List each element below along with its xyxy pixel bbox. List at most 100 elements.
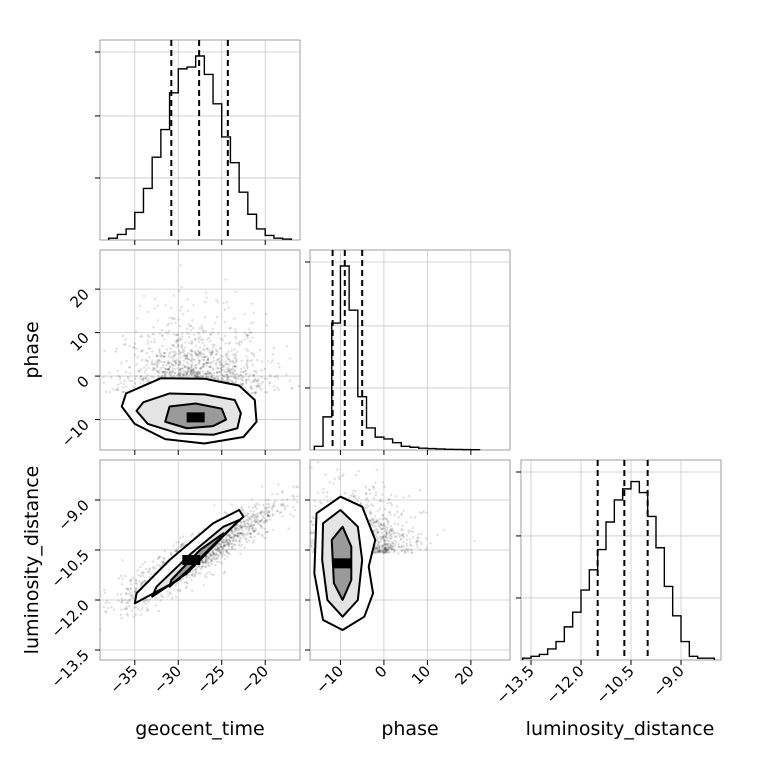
panel-luminosity_distance_vs_geocent_time-point — [152, 567, 155, 570]
panel-luminosity_distance_vs_phase-point — [305, 541, 307, 543]
panel-phase_vs_geocent_time-point — [148, 335, 151, 338]
panel-luminosity_distance_vs_geocent_time-point — [286, 504, 289, 508]
panel-phase_vs_geocent_time-point — [158, 369, 161, 372]
panel-phase_vs_geocent_time-point — [198, 359, 202, 362]
panel-luminosity_distance_vs_geocent_time-point — [144, 598, 148, 601]
panel-luminosity_distance_vs_geocent_time-point — [219, 551, 222, 554]
panel-phase_vs_geocent_time-point — [209, 354, 212, 357]
panel-luminosity_distance_vs_geocent_time-point — [225, 540, 228, 543]
xlabel-luminosity-distance: luminosity_distance — [526, 718, 715, 740]
panel-phase_vs_geocent_time-point — [204, 372, 207, 375]
panel-luminosity_distance_vs_phase-point — [382, 524, 385, 528]
panel-luminosity_distance_vs_geocent_time-point — [301, 496, 303, 498]
panel-luminosity_distance_vs_phase-point — [383, 485, 386, 488]
panel-luminosity_distance_vs_geocent_time-point — [215, 553, 218, 556]
panel-phase_vs_geocent_time-point — [162, 363, 165, 367]
panel-luminosity_distance_vs_geocent_time-point — [218, 560, 221, 564]
panel-phase_vs_geocent_time-point — [233, 365, 237, 368]
panel-luminosity_distance_vs_geocent_time-point — [213, 557, 216, 561]
panel-luminosity_distance_vs_geocent_time-point — [181, 543, 184, 547]
panel-phase_vs_geocent_time-point — [233, 373, 237, 376]
panel-luminosity_distance_vs_geocent_time-point — [221, 548, 224, 551]
panel-luminosity_distance_vs_geocent_time-point — [232, 532, 235, 536]
panel-luminosity_distance_vs_geocent_time-point — [278, 511, 282, 515]
panel-luminosity_distance_vs_geocent_time-point — [207, 561, 211, 565]
panel-phase_vs_geocent_time-point — [226, 373, 229, 376]
panel-luminosity_distance_vs_geocent_time-point — [175, 582, 178, 585]
panel-luminosity_distance_vs_phase-point — [370, 516, 374, 520]
panel-phase_vs_geocent_time-point — [203, 315, 207, 319]
panel-phase_vs_geocent_time-point — [210, 375, 213, 379]
panel-phase_vs_geocent_time-point — [138, 369, 142, 372]
panel-luminosity_distance_vs_geocent_time-point — [210, 559, 213, 562]
panel-phase_vs_geocent_time-point — [163, 338, 166, 341]
panel-luminosity_distance_vs_geocent_time-point — [120, 608, 123, 611]
panel-phase_vs_geocent_time-point — [187, 323, 190, 326]
panel-luminosity_distance_vs_phase-point — [392, 547, 396, 551]
panel-luminosity_distance_vs_geocent_time-point — [281, 503, 284, 506]
panel-luminosity_distance_vs_geocent_time-point — [216, 553, 219, 557]
panel-phase_vs_geocent_time-point — [180, 305, 183, 309]
panel-phase_vs_geocent_time-point — [210, 349, 214, 352]
panel-phase_vs_geocent_time-point — [189, 367, 192, 371]
panel-phase_vs_geocent_time-point — [229, 368, 233, 372]
panel-luminosity_distance_vs_phase-point — [397, 516, 400, 519]
panel-luminosity_distance_vs_phase-point — [287, 539, 289, 541]
panel-phase_vs_geocent_time-point — [134, 375, 138, 378]
panel-phase_vs_geocent_time-point — [252, 374, 255, 378]
panel-phase_vs_geocent_time-point — [240, 359, 243, 362]
panel-phase_vs_geocent_time-point — [213, 343, 216, 347]
panel-phase_vs_geocent_time-point — [134, 330, 138, 333]
panel-phase_vs_geocent_time-point — [170, 343, 174, 347]
panel-luminosity_distance_vs_geocent_time-point — [222, 544, 226, 547]
panel-phase_vs_geocent_time-point — [146, 334, 150, 337]
panel-luminosity_distance_vs_phase-point — [473, 539, 476, 543]
panel-phase_vs_geocent_time-point — [232, 372, 235, 375]
panel-luminosity_distance_vs_geocent_time-point — [140, 582, 143, 585]
panel-phase_vs_geocent_time-point — [210, 351, 214, 354]
panel-phase_vs_geocent_time-point — [228, 368, 231, 371]
panel-luminosity_distance_vs_geocent_time-point — [272, 513, 275, 516]
panel-luminosity_distance_vs_phase-point — [424, 537, 428, 540]
panel-luminosity_distance_vs_geocent_time-point — [226, 555, 229, 559]
panel-luminosity_distance_vs_phase-point — [375, 518, 378, 521]
panel-phase_vs_geocent_time-point — [133, 353, 136, 356]
panel-phase_vs_geocent_time-point — [204, 361, 208, 364]
panel-phase_vs_geocent_time-point — [197, 352, 200, 356]
panel-phase_vs_geocent_time-point — [226, 353, 229, 357]
panel-phase_vs_geocent_time-point — [135, 347, 139, 350]
panel-luminosity_distance_vs_phase-point — [402, 535, 405, 538]
panel-luminosity_distance_vs_geocent_time-point — [250, 522, 253, 526]
panel-phase_vs_geocent_time-point — [192, 371, 195, 375]
panel-phase_vs_geocent_time-point — [150, 375, 153, 379]
panel-phase_vs_geocent_time-point — [169, 347, 172, 350]
panel-luminosity_distance_vs_geocent_time-point — [126, 587, 129, 591]
panel-phase_vs_geocent_time-point — [235, 342, 238, 345]
panel-luminosity_distance_vs_geocent_time-point — [129, 586, 133, 590]
panel-luminosity_distance_vs_phase-point — [376, 532, 379, 535]
panel-phase_vs_geocent_time-point — [190, 365, 193, 369]
panel-luminosity_distance_vs_geocent_time-point — [260, 513, 263, 517]
panel-luminosity_distance_vs_phase-point — [389, 537, 393, 541]
panel-luminosity_distance_vs_geocent_time-point — [143, 560, 147, 564]
panel-luminosity_distance_vs_geocent_time-point — [254, 527, 258, 530]
panel-phase_vs_geocent_time-point — [245, 378, 248, 382]
panel-phase_vs_geocent_time-point — [118, 375, 122, 378]
panel-luminosity_distance_vs_geocent_time-point — [219, 551, 223, 554]
panel-phase_vs_geocent_time-point — [244, 373, 247, 376]
panel-phase_vs_geocent_time-point — [245, 382, 248, 385]
panel-phase_vs_geocent_time-point — [255, 358, 259, 362]
panel-phase_vs_geocent_time-point — [178, 289, 181, 293]
panel-luminosity_distance_vs_geocent_time-point — [265, 511, 269, 515]
panel-luminosity_distance_vs_phase-point — [300, 505, 302, 507]
panel-phase_vs_geocent_time-point — [178, 362, 182, 365]
panel-luminosity_distance_vs_geocent_time-point — [216, 549, 220, 552]
panel-luminosity_distance_vs_phase-point — [296, 541, 298, 543]
panel-luminosity_distance_vs_geocent_time-point — [206, 564, 210, 567]
panel-luminosity_distance_vs_geocent_time-point — [216, 546, 219, 549]
panel-luminosity_distance_vs_phase-point — [387, 542, 390, 545]
panel-phase_vs_geocent_time-point — [142, 376, 145, 380]
panel-luminosity_distance_vs_geocent_time-point — [117, 599, 120, 602]
panel-luminosity_distance_vs_geocent_time-point — [186, 582, 189, 585]
panel-phase_vs_geocent_time-point — [186, 309, 189, 313]
